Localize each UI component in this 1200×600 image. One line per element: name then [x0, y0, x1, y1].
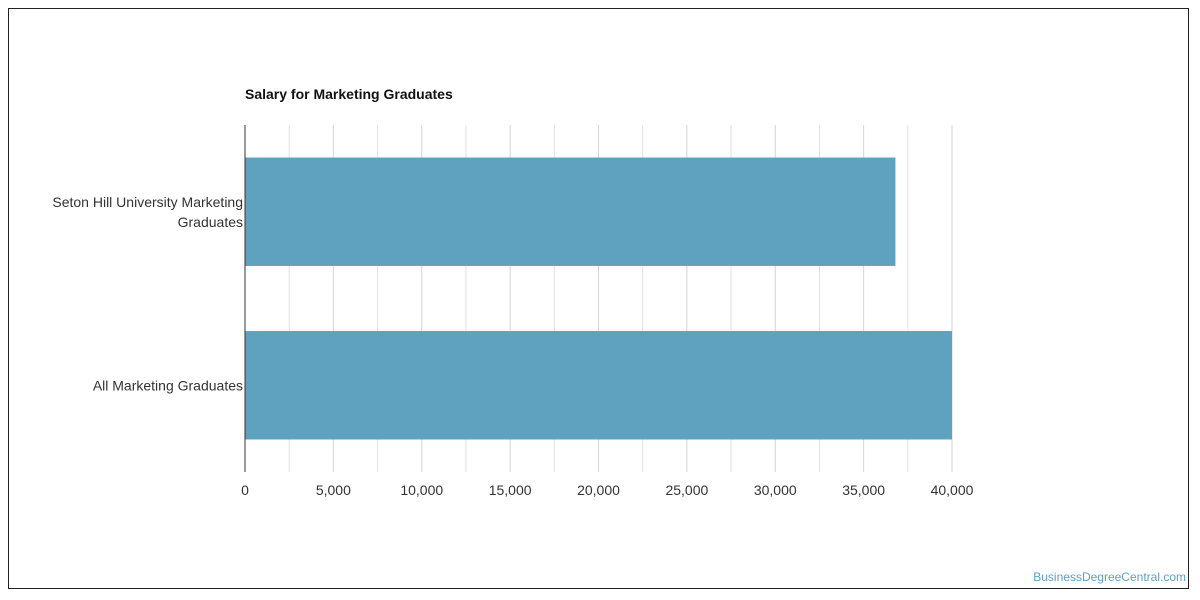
bar [245, 331, 952, 440]
x-axis-tick-label: 35,000 [842, 482, 885, 498]
y-axis-category-label-line: All Marketing Graduates [93, 377, 243, 393]
y-axis-category-label-line: Seton Hill University Marketing [52, 194, 243, 210]
x-axis-tick-label: 0 [241, 482, 249, 498]
y-axis-category-label: Seton Hill University Marketing Graduates [52, 194, 243, 230]
x-axis-tick-label: 5,000 [316, 482, 351, 498]
y-axis-category-label-line: Graduates [178, 214, 243, 230]
y-axis-category-label: All Marketing Graduates [93, 377, 243, 393]
bar [245, 157, 896, 266]
x-axis-tick-label: 25,000 [665, 482, 708, 498]
x-axis-tick-label: 10,000 [400, 482, 443, 498]
x-axis-tick-label: 30,000 [754, 482, 797, 498]
x-axis-tick-label: 15,000 [489, 482, 532, 498]
chart-title: Salary for Marketing Graduates [245, 86, 453, 102]
x-axis-tick-label: 20,000 [577, 482, 620, 498]
x-axis-tick-label: 40,000 [931, 482, 974, 498]
watermark-link[interactable]: BusinessDegreeCentral.com [1033, 570, 1186, 584]
